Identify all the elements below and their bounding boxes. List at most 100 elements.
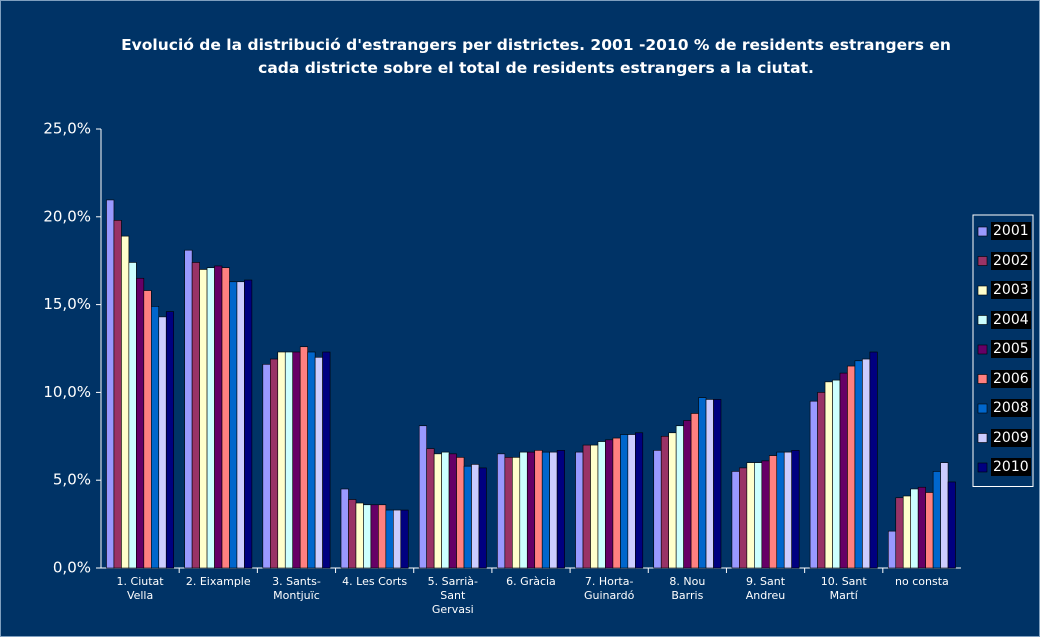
legend-swatch <box>977 256 988 266</box>
bar <box>549 451 558 569</box>
bar <box>854 360 863 569</box>
legend-label: 2005 <box>991 340 1031 358</box>
bar <box>705 399 714 569</box>
bar <box>902 495 912 569</box>
bar <box>713 399 722 569</box>
bar <box>675 425 684 569</box>
bar <box>817 392 826 569</box>
bar <box>393 509 402 569</box>
bar <box>385 509 394 569</box>
legend-swatch <box>977 403 988 414</box>
x-tick-label: 4. Les Corts <box>342 575 408 588</box>
y-tick-label: 15,0% <box>43 295 91 313</box>
bar <box>150 306 160 569</box>
y-tick-label: 0,0% <box>53 559 91 577</box>
bar <box>418 425 427 569</box>
bar <box>340 488 349 569</box>
bar <box>526 451 536 569</box>
bar <box>862 358 871 569</box>
bar <box>932 471 941 569</box>
bar <box>731 471 740 569</box>
bar <box>191 262 200 569</box>
bar <box>590 444 599 569</box>
bar <box>917 486 926 569</box>
bar <box>832 379 841 569</box>
bar <box>113 220 122 569</box>
chart-title: Evolució de la distribució d'estrangers … <box>121 36 951 77</box>
bar <box>940 462 949 569</box>
bar <box>839 372 848 569</box>
bar <box>947 481 956 569</box>
bar <box>184 249 193 569</box>
x-tick-label: 2. Eixample <box>185 575 251 588</box>
y-tick-label: 20,0% <box>43 207 91 225</box>
bar <box>620 434 629 569</box>
bar <box>292 351 301 569</box>
bar <box>541 451 550 569</box>
x-tick-label: 7. Horta-Guinardó <box>584 575 635 602</box>
y-tick-label: 25,0% <box>43 120 91 138</box>
legend-label: 2002 <box>991 251 1031 270</box>
x-tick-label: 1. Ciutat Vella <box>116 575 164 602</box>
bar <box>776 451 785 569</box>
bar <box>441 451 450 569</box>
legend-label: 2004 <box>991 310 1031 329</box>
bar <box>627 434 636 569</box>
bar <box>635 432 644 569</box>
bar <box>106 199 115 569</box>
bar <box>378 504 387 569</box>
bar <box>236 281 245 569</box>
bar <box>206 267 215 569</box>
bar <box>214 265 223 569</box>
bar <box>370 504 379 569</box>
bar <box>136 277 145 569</box>
bar <box>612 437 621 569</box>
bar <box>497 453 506 569</box>
legend-label: 2003 <box>991 281 1031 299</box>
bar <box>653 450 662 569</box>
bar <box>314 356 323 569</box>
bar <box>754 462 763 569</box>
bar <box>575 451 584 569</box>
bar <box>869 351 878 569</box>
x-tick-label: 9. Sant Andreu <box>745 575 786 602</box>
bar <box>400 509 409 569</box>
bar <box>165 311 175 569</box>
bar <box>121 235 130 569</box>
bar <box>143 290 152 569</box>
legend-swatch <box>977 433 988 443</box>
bar <box>887 530 897 569</box>
bar <box>668 432 677 569</box>
bar <box>307 351 316 569</box>
bar <box>199 269 208 569</box>
bar <box>556 450 565 569</box>
bar <box>270 358 279 569</box>
x-tick-label: 6. Gràcia <box>506 575 556 588</box>
legend-label: 2010 <box>991 458 1031 476</box>
bar <box>597 441 606 569</box>
bar <box>783 451 792 569</box>
bar <box>512 457 521 569</box>
x-tick-label: 3. Sants-Montjuïc <box>272 575 321 602</box>
bar <box>348 499 357 569</box>
bar <box>128 262 137 569</box>
legend-label: 2009 <box>991 428 1031 447</box>
bar <box>910 488 919 569</box>
bar <box>791 450 800 569</box>
bar <box>448 453 457 569</box>
bar <box>158 316 167 569</box>
x-tick-label: 10. Sant Martí <box>820 575 867 602</box>
x-tick-label: no consta <box>895 575 949 588</box>
bar <box>229 281 238 569</box>
legend-swatch <box>977 226 988 237</box>
bar <box>299 346 308 569</box>
bar <box>433 453 442 569</box>
bar <box>463 465 472 569</box>
legend-box <box>972 214 1034 487</box>
bar <box>244 279 253 569</box>
bar <box>690 413 699 569</box>
bar <box>739 467 748 569</box>
y-tick-label: 10,0% <box>43 383 91 401</box>
bar <box>698 397 707 569</box>
